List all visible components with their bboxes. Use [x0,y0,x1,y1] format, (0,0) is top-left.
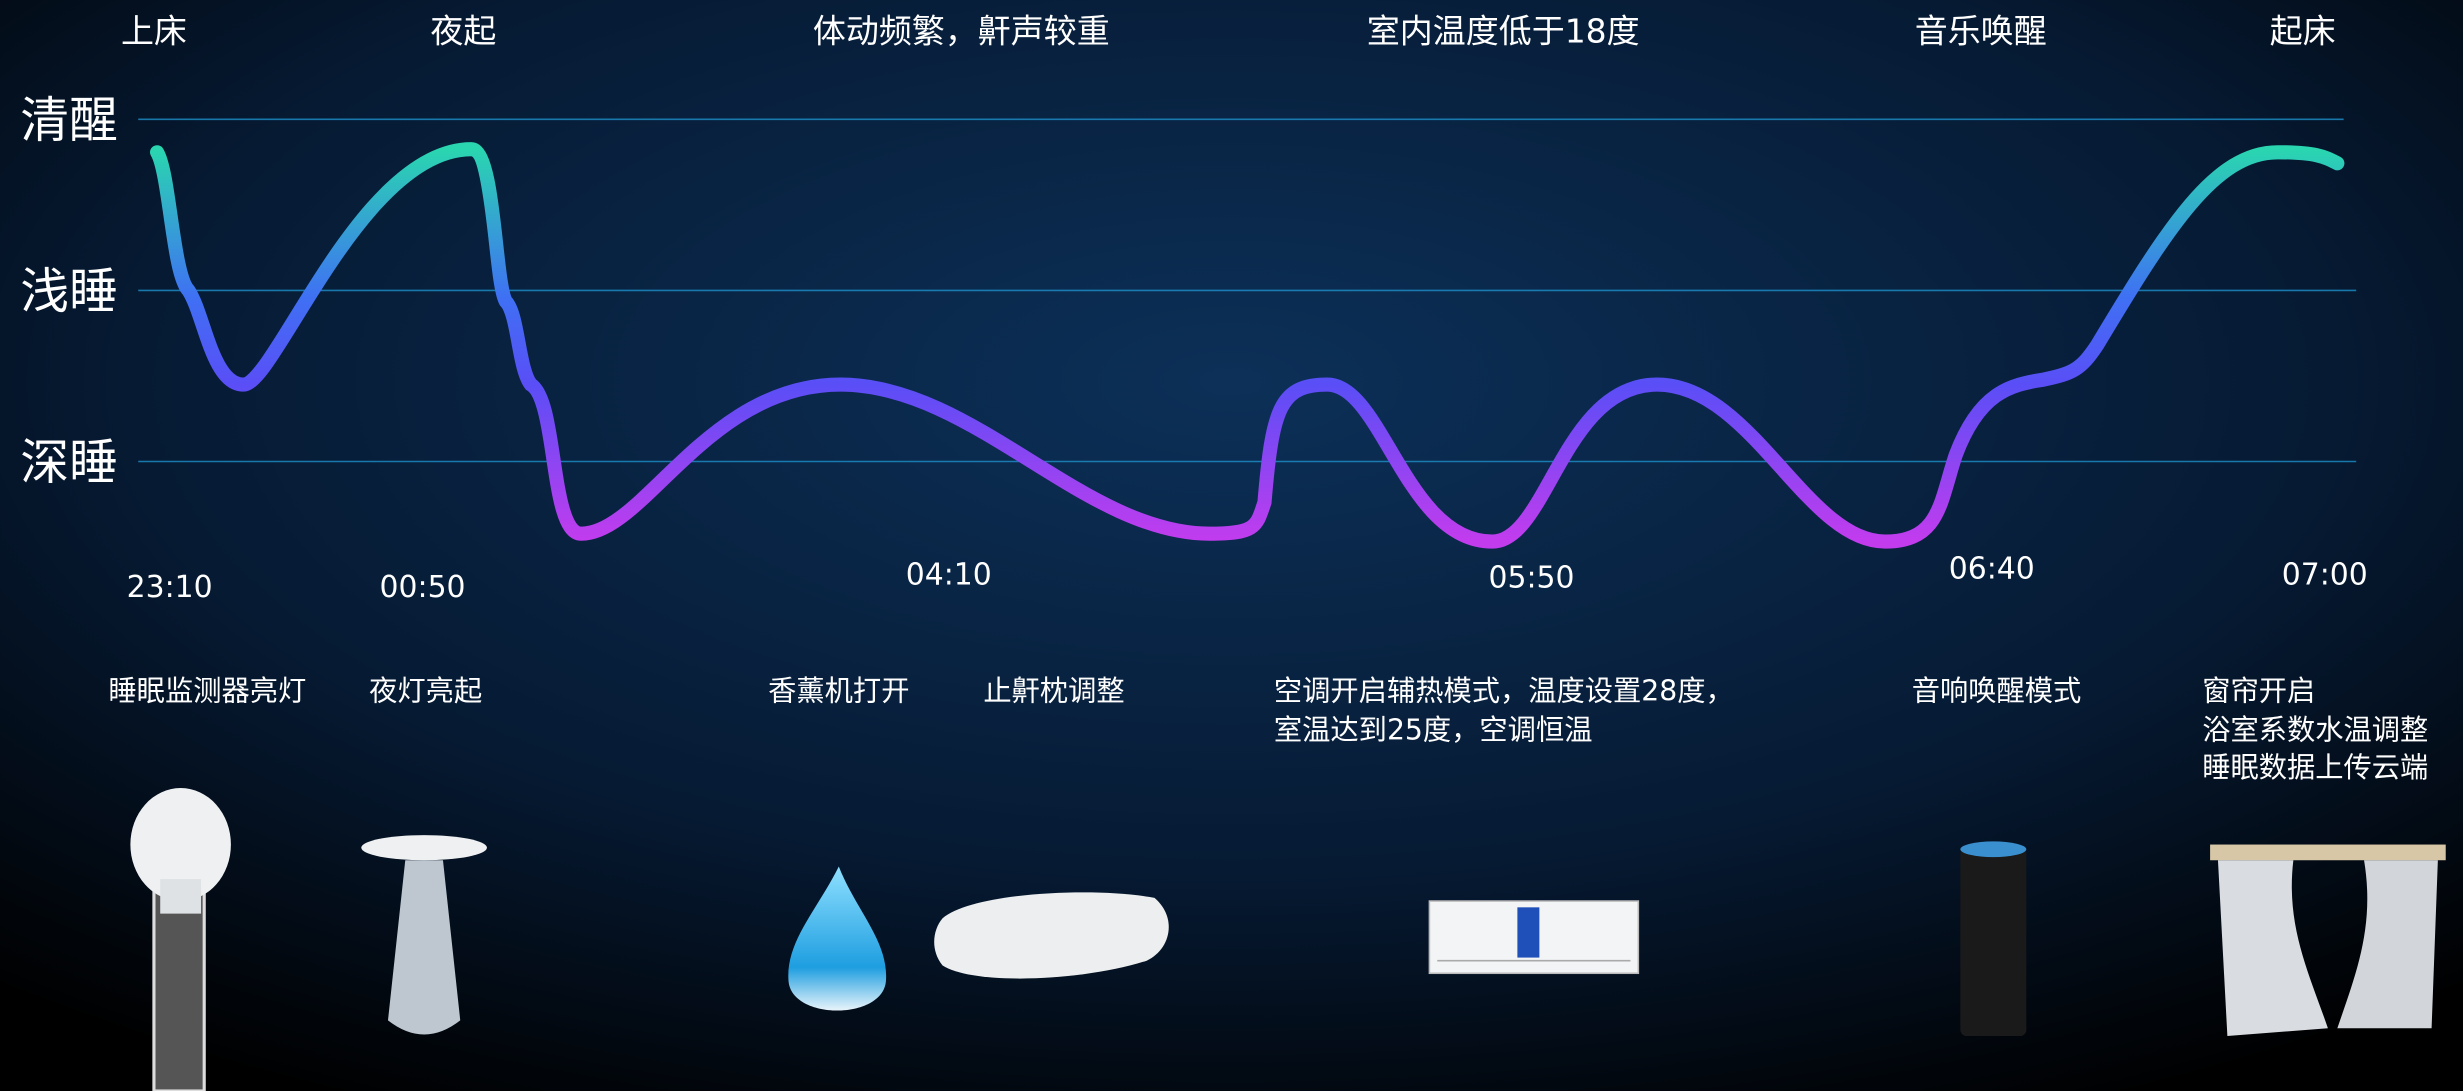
time-label: 04:10 [906,558,992,593]
event-label: 上床 [121,11,187,50]
sleep-curve [150,142,2345,549]
action-label: 睡眠监测器亮灯 [108,674,306,707]
night-light-icon [361,835,487,1035]
event-label: 夜起 [430,11,496,50]
action-label: 夜灯亮起 [369,674,482,707]
action-label: 空调开启辅热模式，温度设置28度， [1274,674,1734,707]
event-label: 室内温度低于18度 [1367,11,1640,50]
sleep-monitor-icon [130,788,231,1091]
action-label: 香薰机打开 [768,674,909,707]
pillow-icon [934,892,1169,979]
smart-speaker-icon [1960,841,2027,1037]
level-label: 清醒 [20,93,117,149]
action-label: 浴室系数水温调整 [2202,714,2428,747]
curtain-icon [2210,844,2446,1037]
level-label: 浅睡 [20,264,117,320]
event-label: 音乐唤醒 [1915,11,2047,50]
aroma-diffuser-icon [788,866,887,1011]
action-label: 止鼾枕调整 [983,674,1124,707]
event-label: 起床 [2270,11,2336,50]
level-label: 深睡 [20,435,117,491]
time-label: 23:10 [127,570,213,605]
time-label: 07:00 [2282,558,2368,593]
event-label: 体动频繁，鼾声较重 [813,11,1110,50]
action-label: 窗帘开启 [2202,674,2315,707]
air-conditioner-icon [1428,900,1640,975]
action-label: 音响唤醒模式 [1912,674,2082,707]
action-label: 睡眠数据上传云端 [2202,751,2428,784]
time-label: 00:50 [380,570,466,605]
time-label: 06:40 [1949,551,2035,586]
action-label: 室温达到25度，空调恒温 [1274,714,1593,747]
time-label: 05:50 [1489,561,1575,596]
